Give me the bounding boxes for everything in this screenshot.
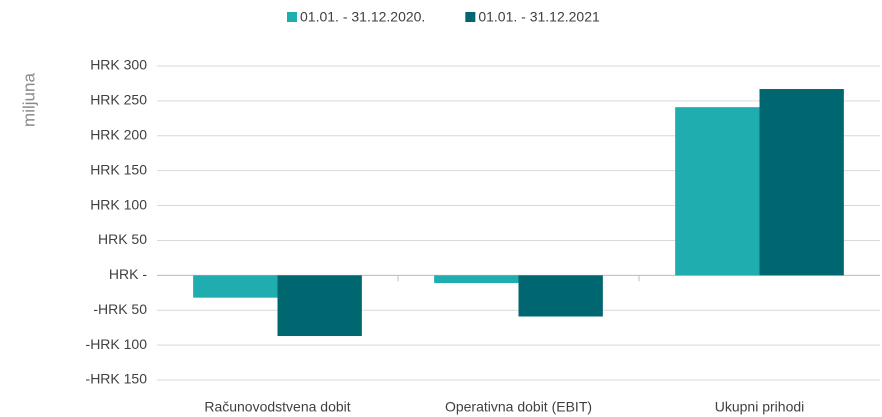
y-tick-label: HRK 50	[98, 231, 147, 247]
legend-swatch	[465, 12, 476, 22]
legend-label: 01.01. - 31.12.2021	[478, 9, 600, 25]
y-tick-label: HRK 150	[90, 161, 147, 177]
bar	[277, 275, 362, 337]
bar	[759, 89, 844, 276]
y-tick-label: HRK -	[109, 266, 147, 282]
y-tick-label: -HRK 50	[93, 301, 147, 317]
x-tick-label: Ukupni prihodi	[715, 399, 805, 415]
bar	[675, 107, 760, 276]
y-axis-label: miljuna	[19, 73, 38, 127]
y-tick-label: -HRK 100	[86, 336, 148, 352]
legend-swatch	[287, 12, 297, 22]
y-tick-label: -HRK 150	[86, 371, 148, 387]
x-tick-label: Računovodstvena dobit	[204, 399, 350, 415]
bar	[193, 275, 278, 298]
bar	[518, 275, 603, 317]
x-tick-label: Operativna dobit (EBIT)	[445, 399, 592, 415]
bar	[434, 275, 519, 284]
y-tick-label: HRK 300	[90, 57, 147, 73]
y-tick-label: HRK 100	[90, 196, 147, 212]
y-tick-label: HRK 250	[90, 92, 147, 108]
y-tick-label: HRK 200	[90, 126, 147, 142]
legend-label: 01.01. - 31.12.2020.	[300, 9, 425, 25]
